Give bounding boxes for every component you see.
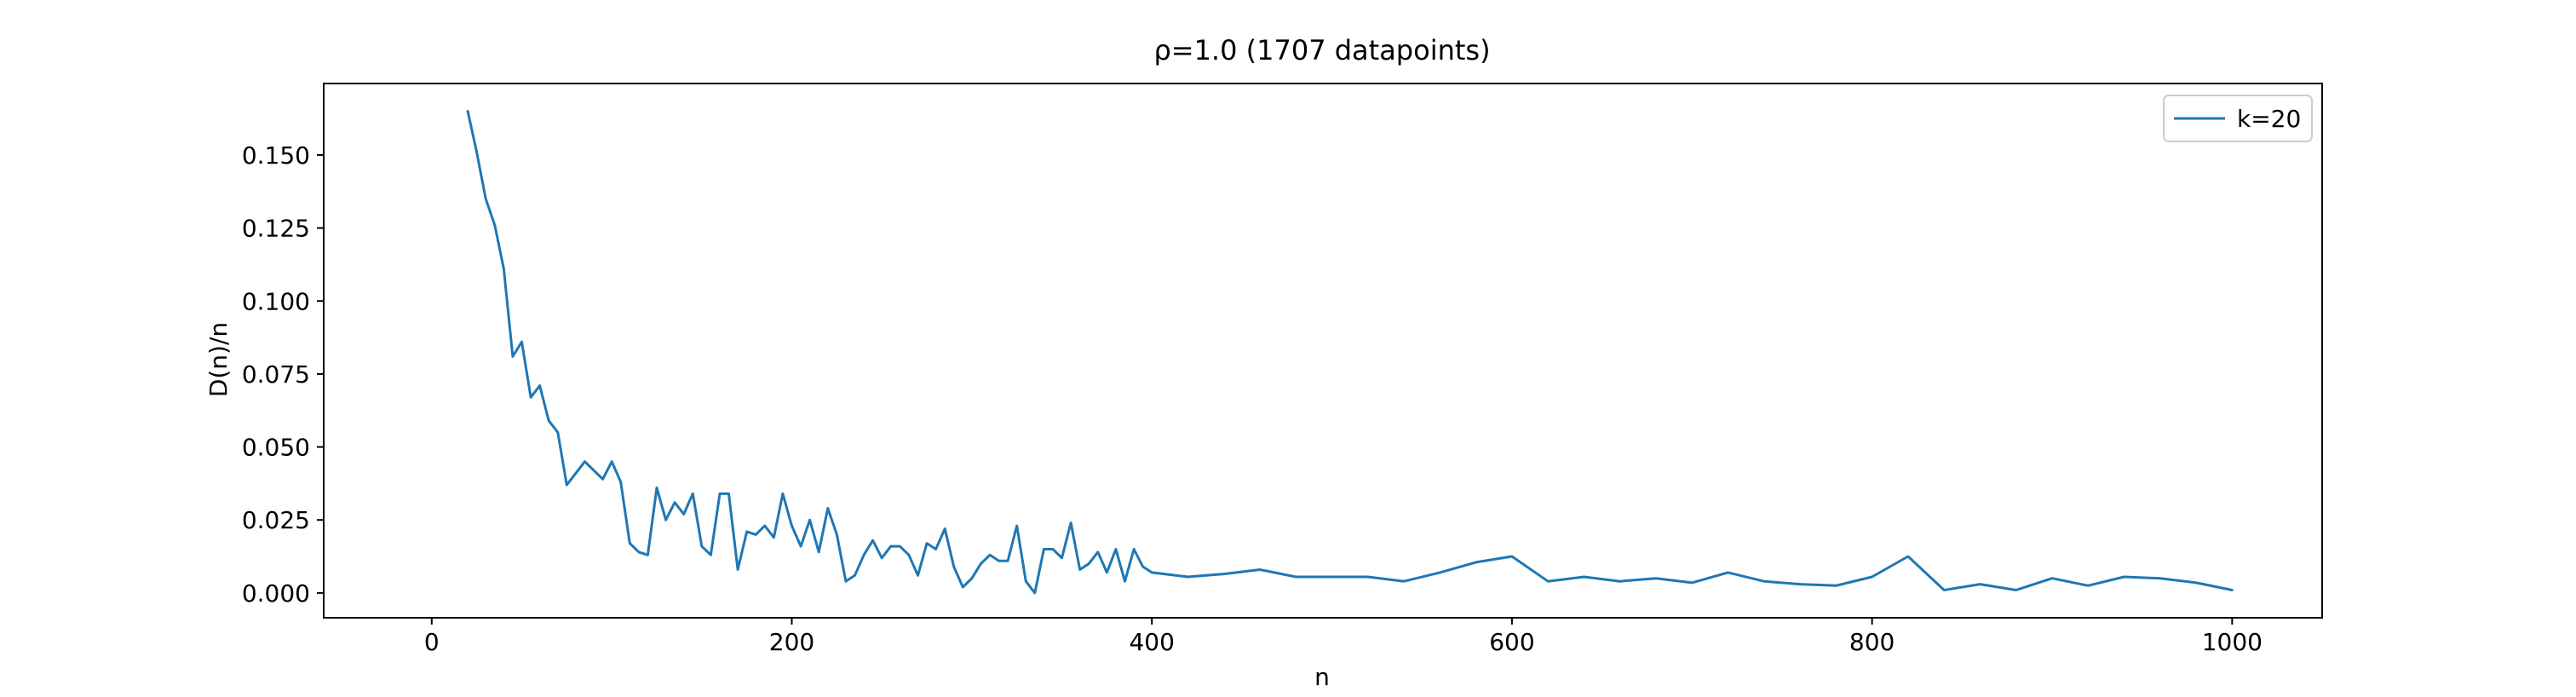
x-axis-label: n	[1314, 663, 1330, 691]
plot-area	[323, 83, 2323, 619]
y-tick-label: 0.125	[242, 215, 310, 243]
series-line-0	[466, 110, 2234, 595]
y-axis-label: D(n)/n	[204, 322, 233, 397]
legend-box	[2163, 95, 2313, 142]
legend-label: k=20	[2237, 105, 2301, 133]
x-tick-label: 800	[1849, 628, 1895, 656]
x-tick-label: 400	[1129, 628, 1174, 656]
y-tick-label: 0.150	[242, 141, 310, 170]
legend: k=20	[2163, 95, 2313, 142]
y-axis: 0.000 0.025 0.050 0.075 0.100 0.125 0.150	[242, 141, 324, 608]
plot-frame	[323, 83, 2323, 619]
y-tick-label: 0.000	[242, 579, 310, 608]
x-tick-label: 1000	[2202, 628, 2263, 656]
y-tick-label: 0.100	[242, 287, 310, 315]
y-tick-label: 0.075	[242, 360, 310, 389]
x-tick-label: 0	[424, 628, 440, 656]
x-tick-label: 200	[769, 628, 814, 656]
x-axis: 0 200 400 600 800 1000	[424, 618, 2263, 656]
y-tick-label: 0.025	[242, 506, 310, 534]
y-tick-label: 0.050	[242, 434, 310, 462]
chart-title: ρ=1.0 (1707 datapoints)	[1153, 34, 1490, 66]
x-tick-label: 600	[1489, 628, 1534, 656]
